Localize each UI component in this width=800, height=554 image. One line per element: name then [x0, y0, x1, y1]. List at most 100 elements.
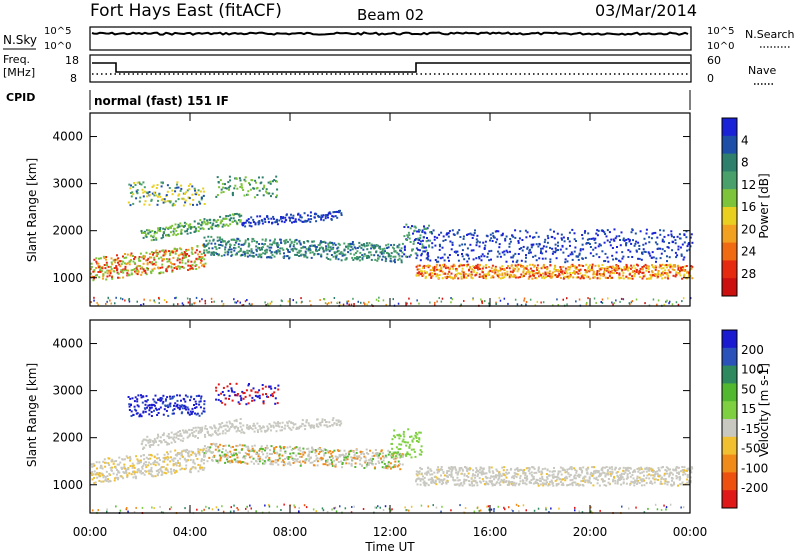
echo-cell — [422, 236, 425, 239]
echo-cell — [596, 277, 599, 280]
echo-cell — [481, 478, 484, 481]
echo-cell — [338, 454, 341, 457]
echo-cell — [509, 270, 512, 273]
echo-cell — [207, 227, 210, 230]
echo-cell — [568, 475, 571, 478]
echo-cell — [138, 469, 140, 472]
echo-cell — [549, 228, 552, 231]
nsearch-label: N.Search — [745, 28, 795, 41]
echo-cell — [565, 470, 568, 473]
echo-cell — [283, 461, 285, 464]
echo-cell — [463, 275, 465, 278]
echo-cell — [661, 270, 664, 273]
echo-cell — [640, 258, 643, 261]
echo-cell — [485, 234, 488, 237]
echo-cell — [194, 189, 196, 192]
echo-cell — [550, 276, 553, 279]
echo-cell — [317, 253, 320, 256]
echo-cell — [196, 457, 199, 460]
echo-cell — [337, 420, 340, 423]
echo-cell — [334, 215, 337, 218]
echo-cell — [118, 276, 121, 279]
echo-cell — [154, 464, 157, 467]
echo-cell — [598, 256, 601, 259]
echo-cell — [509, 468, 512, 471]
echo-cell — [326, 460, 329, 463]
echo-cell — [145, 395, 148, 398]
echo-cell — [396, 251, 399, 254]
echo-cell — [330, 459, 333, 462]
echo-cell — [167, 456, 170, 459]
echo-cell — [566, 484, 569, 487]
echo-cell — [221, 454, 224, 457]
echo-cell — [284, 424, 287, 427]
echo-cell — [443, 478, 446, 481]
echo-cell — [147, 441, 150, 444]
echo-cell — [189, 227, 192, 230]
echo-cell — [215, 248, 218, 251]
echo-cell — [532, 477, 535, 480]
echo-cell — [197, 430, 200, 433]
echo-cell — [577, 255, 580, 258]
echo-cell — [155, 254, 158, 257]
echo-cell — [235, 448, 237, 451]
echo-cell — [212, 442, 215, 445]
echo-cell — [151, 192, 154, 195]
echo-cell — [154, 251, 157, 254]
echo-cell — [178, 225, 181, 228]
echo-cell — [191, 303, 193, 306]
echo-cell — [286, 424, 289, 427]
echo-cell — [616, 246, 618, 248]
echo-cell — [354, 462, 357, 465]
echo-cell — [157, 398, 159, 401]
echo-cell — [378, 296, 380, 299]
echo-cell — [565, 275, 568, 278]
echo-cell — [497, 230, 500, 233]
echo-cell — [421, 267, 424, 270]
echo-cell — [445, 482, 448, 485]
echo-cell — [129, 187, 132, 190]
echo-cell — [213, 424, 216, 427]
echo-cell — [506, 469, 509, 471]
echo-cell — [96, 262, 99, 265]
echo-cell — [397, 302, 400, 305]
echo-cell — [599, 244, 602, 247]
echo-cell — [229, 422, 232, 425]
echo-cell — [149, 439, 152, 442]
echo-cell — [433, 238, 436, 241]
echo-cell — [582, 477, 584, 480]
echo-cell — [457, 471, 460, 474]
echo-cell — [406, 234, 409, 237]
power-ylabel: Slant Range [km] — [25, 158, 39, 262]
echo-cell — [266, 444, 269, 447]
echo-cell — [203, 251, 206, 254]
echo-cell — [155, 238, 158, 241]
echo-cell — [675, 301, 678, 304]
echo-cell — [194, 435, 197, 437]
echo-cell — [501, 479, 504, 482]
echo-cell — [537, 235, 540, 238]
echo-cell — [505, 480, 508, 483]
echo-cell — [553, 467, 555, 469]
echo-cell — [587, 267, 590, 270]
echo-cell — [205, 450, 208, 453]
echo-cell — [264, 301, 266, 304]
echo-cell — [464, 466, 466, 468]
echo-cell — [327, 246, 330, 249]
echo-cell — [268, 246, 271, 249]
echo-cell — [635, 250, 638, 253]
echo-cell — [172, 303, 175, 306]
echo-cell — [564, 258, 567, 261]
echo-cell — [542, 245, 545, 248]
echo-cell — [133, 408, 136, 411]
echo-cell — [573, 250, 576, 253]
echo-cell — [174, 190, 177, 193]
echo-cell — [93, 476, 95, 479]
echo-cell — [380, 450, 383, 453]
echo-cell — [149, 441, 152, 443]
echo-cell — [150, 415, 153, 417]
echo-cell — [117, 470, 120, 473]
echo-cell — [501, 234, 504, 237]
echo-cell — [361, 258, 364, 261]
echo-cell — [410, 302, 412, 305]
